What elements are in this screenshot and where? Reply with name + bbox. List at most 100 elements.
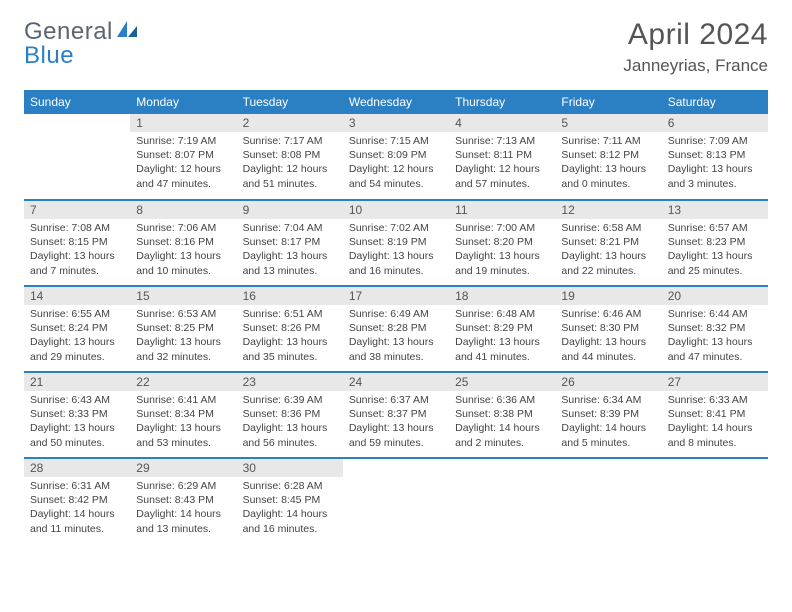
day-details: Sunrise: 6:31 AMSunset: 8:42 PMDaylight:… bbox=[24, 477, 130, 540]
day-number: 20 bbox=[662, 287, 768, 305]
day-number: 25 bbox=[449, 373, 555, 391]
day-number: 29 bbox=[130, 459, 236, 477]
day-number: 9 bbox=[237, 201, 343, 219]
calendar-table: SundayMondayTuesdayWednesdayThursdayFrid… bbox=[24, 90, 768, 544]
calendar-cell: 16Sunrise: 6:51 AMSunset: 8:26 PMDayligh… bbox=[237, 286, 343, 372]
day-number: 15 bbox=[130, 287, 236, 305]
logo-sail-icon bbox=[117, 18, 139, 46]
calendar-cell bbox=[555, 458, 661, 544]
day-details: Sunrise: 6:28 AMSunset: 8:45 PMDaylight:… bbox=[237, 477, 343, 540]
day-number: 28 bbox=[24, 459, 130, 477]
day-details: Sunrise: 7:13 AMSunset: 8:11 PMDaylight:… bbox=[449, 132, 555, 195]
day-details: Sunrise: 6:33 AMSunset: 8:41 PMDaylight:… bbox=[662, 391, 768, 454]
day-details: Sunrise: 7:06 AMSunset: 8:16 PMDaylight:… bbox=[130, 219, 236, 282]
day-details: Sunrise: 6:36 AMSunset: 8:38 PMDaylight:… bbox=[449, 391, 555, 454]
weekday-header: Sunday bbox=[24, 90, 130, 114]
weekday-header: Monday bbox=[130, 90, 236, 114]
day-number: 2 bbox=[237, 114, 343, 132]
calendar-cell: 23Sunrise: 6:39 AMSunset: 8:36 PMDayligh… bbox=[237, 372, 343, 458]
day-number: 6 bbox=[662, 114, 768, 132]
calendar-cell: 20Sunrise: 6:44 AMSunset: 8:32 PMDayligh… bbox=[662, 286, 768, 372]
day-details: Sunrise: 6:41 AMSunset: 8:34 PMDaylight:… bbox=[130, 391, 236, 454]
page-title: April 2024 bbox=[623, 18, 768, 52]
calendar-cell bbox=[24, 114, 130, 200]
day-details: Sunrise: 6:46 AMSunset: 8:30 PMDaylight:… bbox=[555, 305, 661, 368]
day-number: 8 bbox=[130, 201, 236, 219]
weekday-header: Tuesday bbox=[237, 90, 343, 114]
day-details: Sunrise: 6:37 AMSunset: 8:37 PMDaylight:… bbox=[343, 391, 449, 454]
day-number: 11 bbox=[449, 201, 555, 219]
day-number bbox=[24, 114, 130, 132]
day-number: 19 bbox=[555, 287, 661, 305]
day-number: 18 bbox=[449, 287, 555, 305]
day-number: 7 bbox=[24, 201, 130, 219]
day-number bbox=[555, 459, 661, 477]
day-number: 16 bbox=[237, 287, 343, 305]
day-number: 23 bbox=[237, 373, 343, 391]
calendar-cell: 26Sunrise: 6:34 AMSunset: 8:39 PMDayligh… bbox=[555, 372, 661, 458]
calendar-cell: 19Sunrise: 6:46 AMSunset: 8:30 PMDayligh… bbox=[555, 286, 661, 372]
weekday-header: Friday bbox=[555, 90, 661, 114]
calendar-cell: 11Sunrise: 7:00 AMSunset: 8:20 PMDayligh… bbox=[449, 200, 555, 286]
day-number: 14 bbox=[24, 287, 130, 305]
calendar-cell: 25Sunrise: 6:36 AMSunset: 8:38 PMDayligh… bbox=[449, 372, 555, 458]
day-number: 10 bbox=[343, 201, 449, 219]
calendar-cell: 28Sunrise: 6:31 AMSunset: 8:42 PMDayligh… bbox=[24, 458, 130, 544]
day-details: Sunrise: 7:09 AMSunset: 8:13 PMDaylight:… bbox=[662, 132, 768, 195]
calendar-cell: 21Sunrise: 6:43 AMSunset: 8:33 PMDayligh… bbox=[24, 372, 130, 458]
day-details: Sunrise: 6:44 AMSunset: 8:32 PMDaylight:… bbox=[662, 305, 768, 368]
day-number: 5 bbox=[555, 114, 661, 132]
calendar-cell: 9Sunrise: 7:04 AMSunset: 8:17 PMDaylight… bbox=[237, 200, 343, 286]
day-details: Sunrise: 7:17 AMSunset: 8:08 PMDaylight:… bbox=[237, 132, 343, 195]
calendar-cell: 13Sunrise: 6:57 AMSunset: 8:23 PMDayligh… bbox=[662, 200, 768, 286]
calendar-cell: 7Sunrise: 7:08 AMSunset: 8:15 PMDaylight… bbox=[24, 200, 130, 286]
calendar-cell: 15Sunrise: 6:53 AMSunset: 8:25 PMDayligh… bbox=[130, 286, 236, 372]
weekday-header: Saturday bbox=[662, 90, 768, 114]
calendar-cell: 14Sunrise: 6:55 AMSunset: 8:24 PMDayligh… bbox=[24, 286, 130, 372]
day-details: Sunrise: 7:08 AMSunset: 8:15 PMDaylight:… bbox=[24, 219, 130, 282]
day-number bbox=[343, 459, 449, 477]
calendar-cell: 12Sunrise: 6:58 AMSunset: 8:21 PMDayligh… bbox=[555, 200, 661, 286]
day-details: Sunrise: 7:11 AMSunset: 8:12 PMDaylight:… bbox=[555, 132, 661, 195]
day-number: 3 bbox=[343, 114, 449, 132]
calendar-cell: 10Sunrise: 7:02 AMSunset: 8:19 PMDayligh… bbox=[343, 200, 449, 286]
day-number: 4 bbox=[449, 114, 555, 132]
calendar-cell: 30Sunrise: 6:28 AMSunset: 8:45 PMDayligh… bbox=[237, 458, 343, 544]
calendar-cell: 22Sunrise: 6:41 AMSunset: 8:34 PMDayligh… bbox=[130, 372, 236, 458]
day-details: Sunrise: 6:51 AMSunset: 8:26 PMDaylight:… bbox=[237, 305, 343, 368]
calendar-cell: 8Sunrise: 7:06 AMSunset: 8:16 PMDaylight… bbox=[130, 200, 236, 286]
day-number: 27 bbox=[662, 373, 768, 391]
day-details: Sunrise: 6:58 AMSunset: 8:21 PMDaylight:… bbox=[555, 219, 661, 282]
day-details: Sunrise: 6:49 AMSunset: 8:28 PMDaylight:… bbox=[343, 305, 449, 368]
day-details: Sunrise: 6:43 AMSunset: 8:33 PMDaylight:… bbox=[24, 391, 130, 454]
day-details: Sunrise: 6:55 AMSunset: 8:24 PMDaylight:… bbox=[24, 305, 130, 368]
day-number: 22 bbox=[130, 373, 236, 391]
calendar-cell: 2Sunrise: 7:17 AMSunset: 8:08 PMDaylight… bbox=[237, 114, 343, 200]
calendar-cell: 1Sunrise: 7:19 AMSunset: 8:07 PMDaylight… bbox=[130, 114, 236, 200]
location: Janneyrias, France bbox=[623, 56, 768, 76]
day-details: Sunrise: 7:15 AMSunset: 8:09 PMDaylight:… bbox=[343, 132, 449, 195]
title-block: April 2024 Janneyrias, France bbox=[623, 18, 768, 76]
day-number: 12 bbox=[555, 201, 661, 219]
weekday-header: Wednesday bbox=[343, 90, 449, 114]
logo-text-2: Blue bbox=[24, 42, 139, 70]
calendar-cell: 4Sunrise: 7:13 AMSunset: 8:11 PMDaylight… bbox=[449, 114, 555, 200]
logo: GeneralBlue bbox=[24, 18, 139, 70]
day-details: Sunrise: 7:02 AMSunset: 8:19 PMDaylight:… bbox=[343, 219, 449, 282]
calendar-cell: 24Sunrise: 6:37 AMSunset: 8:37 PMDayligh… bbox=[343, 372, 449, 458]
calendar-cell: 3Sunrise: 7:15 AMSunset: 8:09 PMDaylight… bbox=[343, 114, 449, 200]
calendar-head: SundayMondayTuesdayWednesdayThursdayFrid… bbox=[24, 90, 768, 114]
header: GeneralBlue April 2024 Janneyrias, Franc… bbox=[24, 18, 768, 76]
day-number bbox=[449, 459, 555, 477]
calendar-cell bbox=[662, 458, 768, 544]
day-number bbox=[662, 459, 768, 477]
day-details: Sunrise: 6:53 AMSunset: 8:25 PMDaylight:… bbox=[130, 305, 236, 368]
calendar-cell bbox=[449, 458, 555, 544]
day-details: Sunrise: 6:57 AMSunset: 8:23 PMDaylight:… bbox=[662, 219, 768, 282]
day-number: 21 bbox=[24, 373, 130, 391]
calendar-body: 1Sunrise: 7:19 AMSunset: 8:07 PMDaylight… bbox=[24, 114, 768, 544]
day-number: 24 bbox=[343, 373, 449, 391]
calendar-cell: 17Sunrise: 6:49 AMSunset: 8:28 PMDayligh… bbox=[343, 286, 449, 372]
day-details: Sunrise: 7:00 AMSunset: 8:20 PMDaylight:… bbox=[449, 219, 555, 282]
day-details: Sunrise: 6:34 AMSunset: 8:39 PMDaylight:… bbox=[555, 391, 661, 454]
